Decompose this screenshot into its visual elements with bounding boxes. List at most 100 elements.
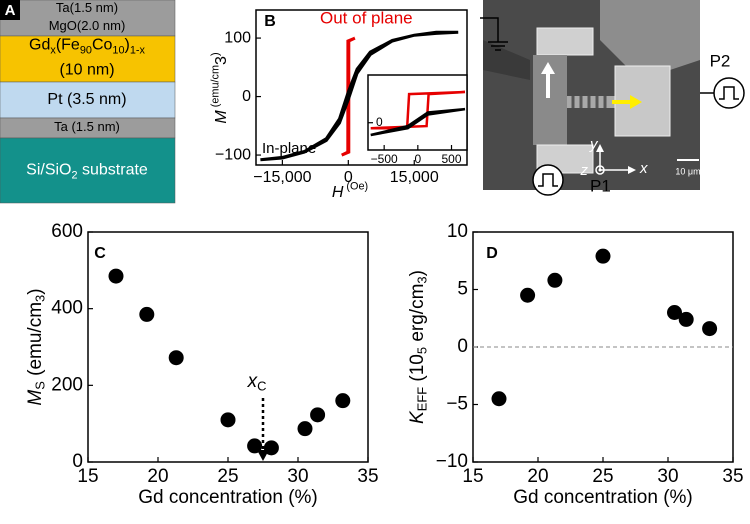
x-tick-label: 35 xyxy=(722,466,743,487)
x-tick-label: 20 xyxy=(147,466,168,487)
label-part: ) xyxy=(25,288,46,294)
axis-name: x xyxy=(639,160,648,177)
series-label: In-plane xyxy=(262,140,316,157)
arrow-head xyxy=(541,62,555,74)
layer-label: Ta(1.5 nm) xyxy=(56,0,118,15)
label-part: H xyxy=(332,184,344,201)
label-part: 10 xyxy=(112,44,124,56)
label-part: (Fe xyxy=(56,37,80,54)
y-tick-label: 200 xyxy=(51,374,83,395)
y-tick-label: 10 xyxy=(447,221,468,242)
x-tick-label: 35 xyxy=(357,466,378,487)
point xyxy=(335,393,351,409)
x-tick-label: 20 xyxy=(527,466,548,487)
ground xyxy=(480,17,508,51)
x-tick-label: 15,000 xyxy=(390,169,439,186)
y-tick-label: 0 xyxy=(376,115,383,129)
label-part: K xyxy=(407,410,428,424)
label-part: 3 xyxy=(33,295,48,302)
label-part: ) xyxy=(125,37,130,54)
x-tick-label: 15 xyxy=(77,466,98,487)
label-part: (10 xyxy=(407,354,428,387)
panel-label: C xyxy=(94,245,106,262)
x-tick-label: 25 xyxy=(217,466,238,487)
annotation-arrow-head xyxy=(257,450,269,461)
point xyxy=(168,350,184,366)
point xyxy=(547,272,563,288)
label-part: 3 xyxy=(213,56,230,65)
y-tick-label: −10 xyxy=(436,451,468,472)
y-tick-label: 100 xyxy=(224,29,251,46)
label-part: Gd concentration (%) xyxy=(138,487,318,508)
label-part: C xyxy=(257,379,266,394)
label-part: x xyxy=(50,44,56,56)
x-tick-label: 0 xyxy=(344,169,353,186)
pulse-source xyxy=(532,164,564,196)
layer-label: Gdx(Fe90Co10)1-x xyxy=(29,37,145,56)
label-part: (10 nm) xyxy=(59,62,114,79)
y-tick-label: 0 xyxy=(72,451,83,472)
label-part: Ta(1.5 nm) xyxy=(56,0,118,15)
label-part: Gd xyxy=(29,37,50,54)
label-part: M xyxy=(213,110,230,124)
inset-frame xyxy=(367,74,468,151)
pulse-source xyxy=(713,77,745,109)
label-part: (Oe) xyxy=(343,180,368,192)
label-part: 90 xyxy=(80,44,92,56)
y-axis-label: KEFF (105 erg/cm3) xyxy=(407,270,430,424)
point xyxy=(310,407,326,423)
layer-label: Ta (1.5 nm) xyxy=(54,119,120,134)
arrow-head xyxy=(596,144,604,152)
lead xyxy=(600,0,700,80)
panel-label: D xyxy=(486,245,498,262)
scale-label: 10 μm xyxy=(675,166,700,176)
series-label: Out of plane xyxy=(320,8,413,27)
y-axis-label: M (emu/cm3) xyxy=(209,52,230,123)
port-label: P1 xyxy=(590,176,611,195)
point xyxy=(247,438,263,454)
point xyxy=(678,311,694,327)
panel-label-bg xyxy=(0,0,20,20)
y-axis-label: MS (emu/cm3) xyxy=(25,288,48,405)
x-tick-label: −15,000 xyxy=(253,169,311,186)
panel-label: A xyxy=(5,2,16,19)
y-tick-label: −5 xyxy=(446,394,468,415)
point xyxy=(520,287,536,303)
loop xyxy=(370,107,466,137)
layer xyxy=(0,81,176,119)
x-tick-label: 25 xyxy=(592,466,613,487)
axis-name: y xyxy=(589,136,599,153)
y-tick-label: −100 xyxy=(215,146,251,163)
label-part: ) xyxy=(407,270,428,276)
label-part: MgO(2.0 nm) xyxy=(49,18,126,33)
x-tick-label: −500 xyxy=(371,152,398,166)
label-part: S xyxy=(33,381,48,390)
arrow-head xyxy=(630,95,642,109)
point xyxy=(139,306,155,322)
pulse xyxy=(538,173,558,187)
loop xyxy=(341,36,356,157)
layer-label: MgO(2.0 nm) xyxy=(49,18,126,33)
x-axis-label: H (Oe) xyxy=(332,180,368,201)
layer-label: Si/SiO2 substrate xyxy=(26,162,148,181)
port-label: P2 xyxy=(710,51,731,70)
arrow-head xyxy=(628,166,636,174)
label-part: Gd concentration (%) xyxy=(513,487,693,508)
layer xyxy=(0,0,176,37)
label-part: Pt (3.5 nm) xyxy=(47,91,126,108)
label-part: (emu/cm xyxy=(25,302,46,381)
layer-label: (10 nm) xyxy=(59,62,114,79)
y-tick-label: 5 xyxy=(457,279,468,300)
x-tick-label: 0 xyxy=(414,152,421,166)
label-part: x xyxy=(247,371,259,392)
point xyxy=(220,412,236,428)
point xyxy=(667,305,682,320)
panel-label: B xyxy=(264,13,276,30)
z-glyph xyxy=(595,165,605,175)
label-part: Si/SiO xyxy=(26,162,71,179)
label-part: Co xyxy=(92,37,113,54)
label-part: ) xyxy=(209,52,221,56)
x-axis-label: Gd concentration (%) xyxy=(138,487,318,508)
y-tick-label: 0 xyxy=(242,88,251,105)
